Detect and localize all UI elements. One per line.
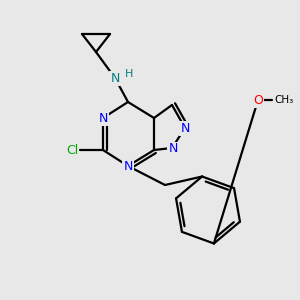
Text: O: O: [253, 94, 263, 106]
Text: N: N: [110, 71, 120, 85]
Text: H: H: [125, 69, 133, 79]
Text: N: N: [180, 122, 190, 134]
Text: N: N: [168, 142, 178, 155]
Text: Cl: Cl: [66, 143, 78, 157]
Text: CH₃: CH₃: [274, 95, 294, 105]
Text: N: N: [98, 112, 108, 124]
Text: N: N: [123, 160, 133, 172]
